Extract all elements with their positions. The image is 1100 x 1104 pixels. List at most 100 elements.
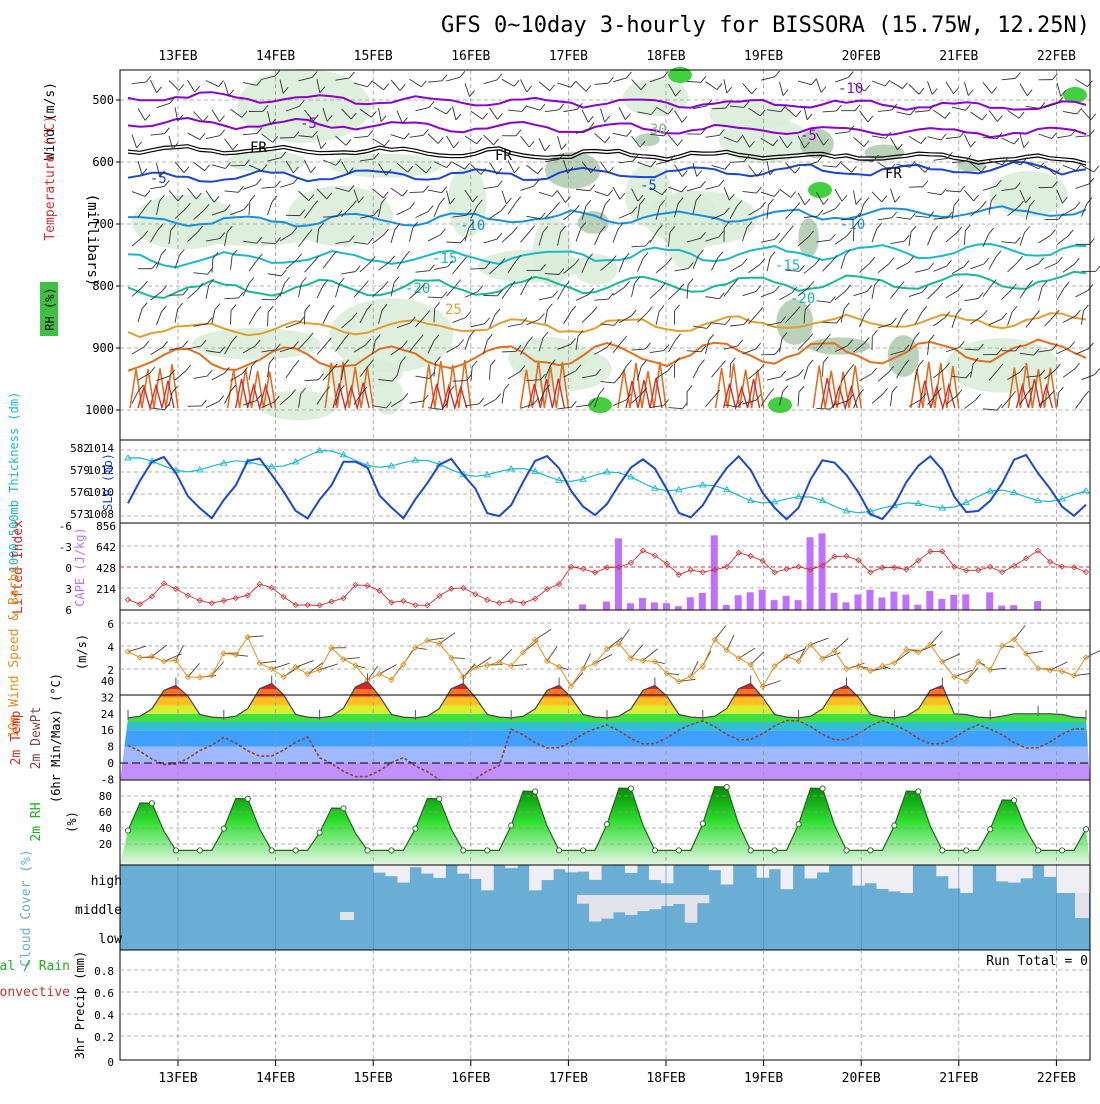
pressure-tick-label: 900 — [92, 341, 114, 355]
ylabel-precip: 3hr Precip (mm) — [73, 951, 87, 1059]
ylabel-wind10-units: (m/s) — [75, 634, 89, 670]
rh-blob — [373, 377, 404, 415]
cloud-high-gap — [805, 865, 818, 878]
rh-tick-label: 60 — [99, 806, 112, 819]
cloud-high-gap — [888, 865, 901, 891]
date-label-bottom: 18FEB — [646, 1071, 685, 1086]
date-label-top: 14FEB — [256, 49, 295, 64]
cape-bar — [687, 597, 694, 610]
cape-bar — [699, 593, 706, 610]
cloud-middle-gap — [697, 895, 710, 903]
isotherm-label: -5 — [300, 116, 317, 132]
wind10-barb — [535, 629, 551, 639]
rh-blob — [575, 254, 618, 285]
rh-marker — [604, 822, 609, 827]
cloud-high-gap — [649, 865, 662, 880]
isotherm-label: -20 — [790, 291, 815, 307]
date-label-bottom: 16FEB — [451, 1071, 490, 1086]
date-label-top: 20FEB — [842, 49, 881, 64]
rh-blob — [517, 347, 612, 391]
cape-bar — [878, 597, 885, 610]
wind-barb — [502, 351, 516, 352]
cloud-high-gap — [996, 865, 1009, 881]
isotherm-label: -15 — [432, 251, 457, 267]
rh-marker — [221, 826, 226, 831]
rh-marker — [293, 848, 298, 853]
date-label-bottom: 14FEB — [256, 1071, 295, 1086]
rh-marker — [461, 848, 466, 853]
ylabel-slp: SLP (mb) — [101, 453, 115, 511]
cape-bar — [711, 535, 718, 610]
cape-bar — [854, 595, 861, 610]
cloud-high-gap — [421, 865, 434, 874]
cloud-high-gap — [936, 865, 949, 876]
wind-barb-flag — [1094, 166, 1099, 172]
cloud-high-gap — [397, 865, 410, 883]
rh-marker — [485, 848, 490, 853]
li-tick-label: -6 — [59, 520, 72, 533]
date-label-top: 21FEB — [939, 49, 978, 64]
date-label-top: 18FEB — [646, 49, 685, 64]
chart-title: GFS 0~10day 3-hourly for BISSORA (15.75W… — [441, 13, 1090, 38]
cape-tick-label: 642 — [96, 541, 116, 554]
rh-marker — [1083, 827, 1088, 832]
isotherm-label: -5 — [640, 178, 657, 194]
cloud-high-gap — [1080, 865, 1093, 893]
isotherm-label: FR — [250, 140, 267, 156]
cloud-middle-gap — [589, 895, 602, 922]
ylabel-temp-minmax: (6hr Min/Max) (°C) — [49, 673, 63, 803]
rh-marker — [748, 848, 753, 853]
cloud-middle-gap — [613, 895, 626, 912]
wind10-barb — [272, 663, 290, 669]
date-label-bottom: 13FEB — [158, 1071, 197, 1086]
cloud-middle-gap — [340, 912, 354, 920]
wind10-barb — [894, 652, 909, 663]
wind10-barb — [619, 630, 629, 644]
rh-marker — [820, 786, 825, 791]
rh-marker — [557, 848, 562, 853]
cloud-high-gap — [529, 865, 542, 890]
rh-marker — [269, 848, 274, 853]
cloud-high-gap — [960, 865, 973, 893]
wind10-barb — [176, 645, 184, 660]
cape-bar — [950, 595, 957, 610]
isotherm-label: -20 — [405, 281, 430, 297]
wind10-barb — [727, 635, 734, 650]
ylabel-rh2m: 2m RH — [29, 802, 44, 841]
cloud-middle-gap — [685, 895, 698, 923]
ylabel-cloud: Cloud Cover (%) — [19, 849, 34, 966]
wind10-barb — [942, 654, 960, 662]
rh-marker — [1059, 848, 1064, 853]
cloud-high-gap — [1008, 865, 1021, 883]
rh-marker — [317, 830, 322, 835]
cloud-high-gap — [900, 865, 913, 893]
cloud-middle-gap — [1075, 893, 1089, 918]
cape-bar — [639, 598, 646, 610]
wind10-barb — [811, 638, 829, 645]
wind-barb — [761, 354, 775, 355]
cloud-high-gap — [1044, 865, 1057, 877]
cloud-high-gap — [876, 865, 889, 889]
cape-bar — [926, 591, 933, 610]
temp-tick-label: 32 — [101, 691, 114, 704]
precip-tick-label: 0.4 — [94, 1009, 114, 1022]
cape-bar — [615, 538, 622, 610]
rh-blob-high — [588, 397, 612, 413]
wind10-barb — [296, 661, 314, 668]
cape-bar — [819, 533, 826, 610]
ylabel-dewpt2m: 2m DewPt — [29, 707, 44, 770]
wind-barb — [410, 192, 424, 193]
cloud-middle-gap — [673, 895, 686, 904]
cloud-high-gap — [864, 865, 877, 883]
cloud-high-gap — [385, 865, 398, 876]
li-tick-label: 6 — [65, 604, 72, 617]
cape-bar — [1034, 601, 1041, 610]
cape-bar — [759, 590, 766, 610]
wind-barb — [231, 311, 232, 325]
cloud-high-gap — [1056, 865, 1069, 893]
